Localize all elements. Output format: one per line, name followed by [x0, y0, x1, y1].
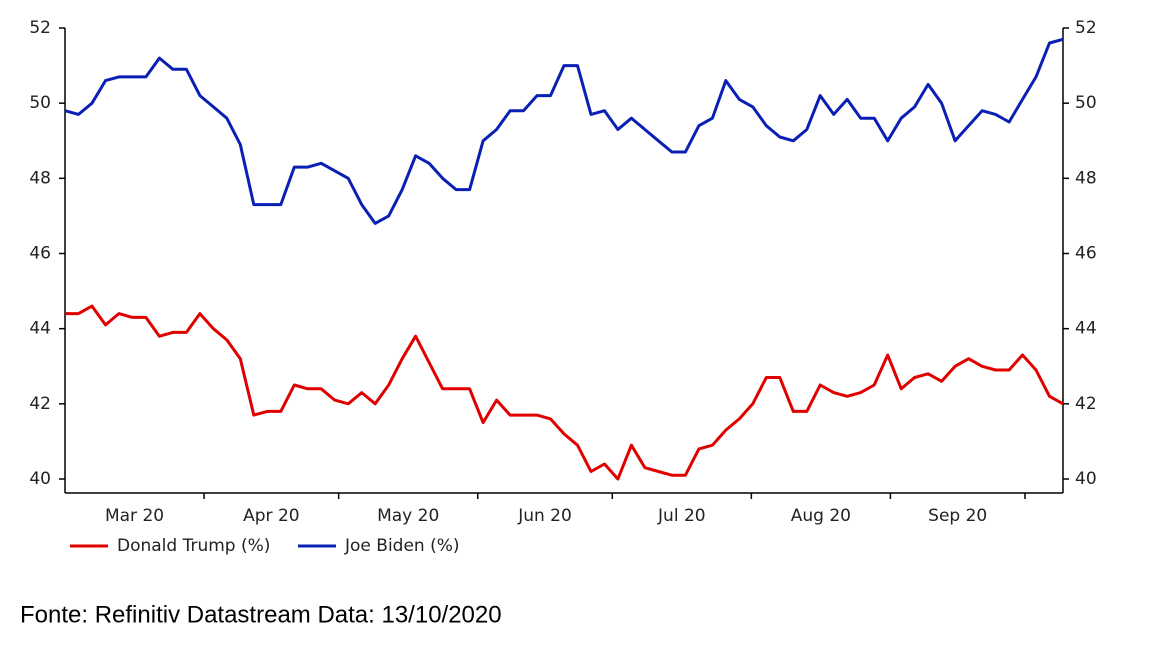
x-tick-label: Sep 20 — [928, 506, 987, 526]
y2-tick-label: 48 — [1075, 168, 1097, 188]
x-tick-label: Jul 20 — [657, 506, 706, 526]
y-tick-label: 42 — [29, 394, 51, 414]
series-line — [65, 304, 1064, 481]
legend-label: Donald Trump (%) — [117, 536, 270, 556]
y-tick-label: 44 — [29, 319, 51, 339]
x-tick-label: Apr 20 — [243, 506, 299, 526]
y2-tick-label: 44 — [1075, 319, 1097, 339]
y2-tick-label: 46 — [1075, 244, 1097, 264]
y2-tick-label: 42 — [1075, 394, 1097, 414]
series-line — [64, 37, 1064, 225]
x-tick-label: May 20 — [377, 506, 439, 526]
x-tick-label: Mar 20 — [105, 506, 164, 526]
y2-tick-label: 52 — [1075, 18, 1097, 38]
y-tick-label: 40 — [29, 469, 51, 489]
y-tick-label: 50 — [29, 93, 51, 113]
source-note: Fonte: Refinitiv Datastream Data: 13/10/… — [20, 601, 502, 628]
y2-tick-label: 50 — [1075, 93, 1097, 113]
x-tick-label: Jun 20 — [517, 506, 572, 526]
y-tick-label: 52 — [29, 18, 51, 38]
y-tick-label: 46 — [29, 244, 51, 264]
y2-tick-label: 40 — [1075, 469, 1097, 489]
x-tick-label: Aug 20 — [791, 506, 851, 526]
y-tick-label: 48 — [29, 168, 51, 188]
legend-label: Joe Biden (%) — [344, 536, 460, 556]
